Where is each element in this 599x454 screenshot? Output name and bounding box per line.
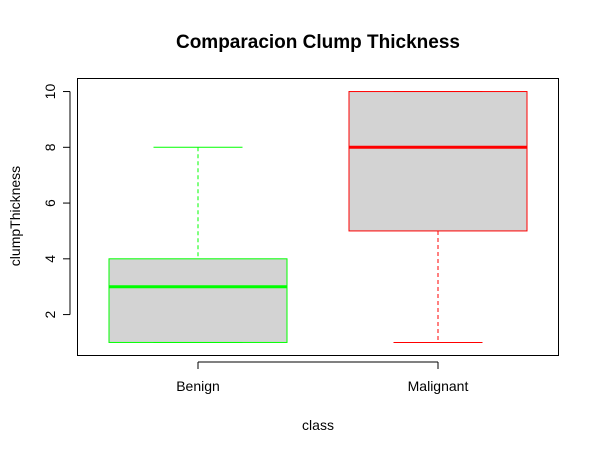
- x-tick-label: Malignant: [408, 378, 469, 394]
- y-tick-label: 4: [42, 255, 58, 263]
- y-tick-label: 6: [42, 199, 58, 207]
- x-tick-label: Benign: [176, 378, 220, 394]
- plot-frame: [77, 78, 559, 356]
- chart-title: Comparacion Clump Thickness: [176, 32, 460, 53]
- y-tick-label: 10: [42, 84, 58, 100]
- plot-area: 2 4 6 8 10 Benign Malignant: [42, 84, 528, 394]
- x-axis-label: class: [302, 417, 334, 433]
- y-tick-label: 8: [42, 143, 58, 151]
- box-malignant: [348, 91, 528, 232]
- y-tick-label: 2: [42, 310, 58, 318]
- y-axis-label: clumpThickness: [7, 166, 23, 266]
- box-benign: [108, 258, 288, 343]
